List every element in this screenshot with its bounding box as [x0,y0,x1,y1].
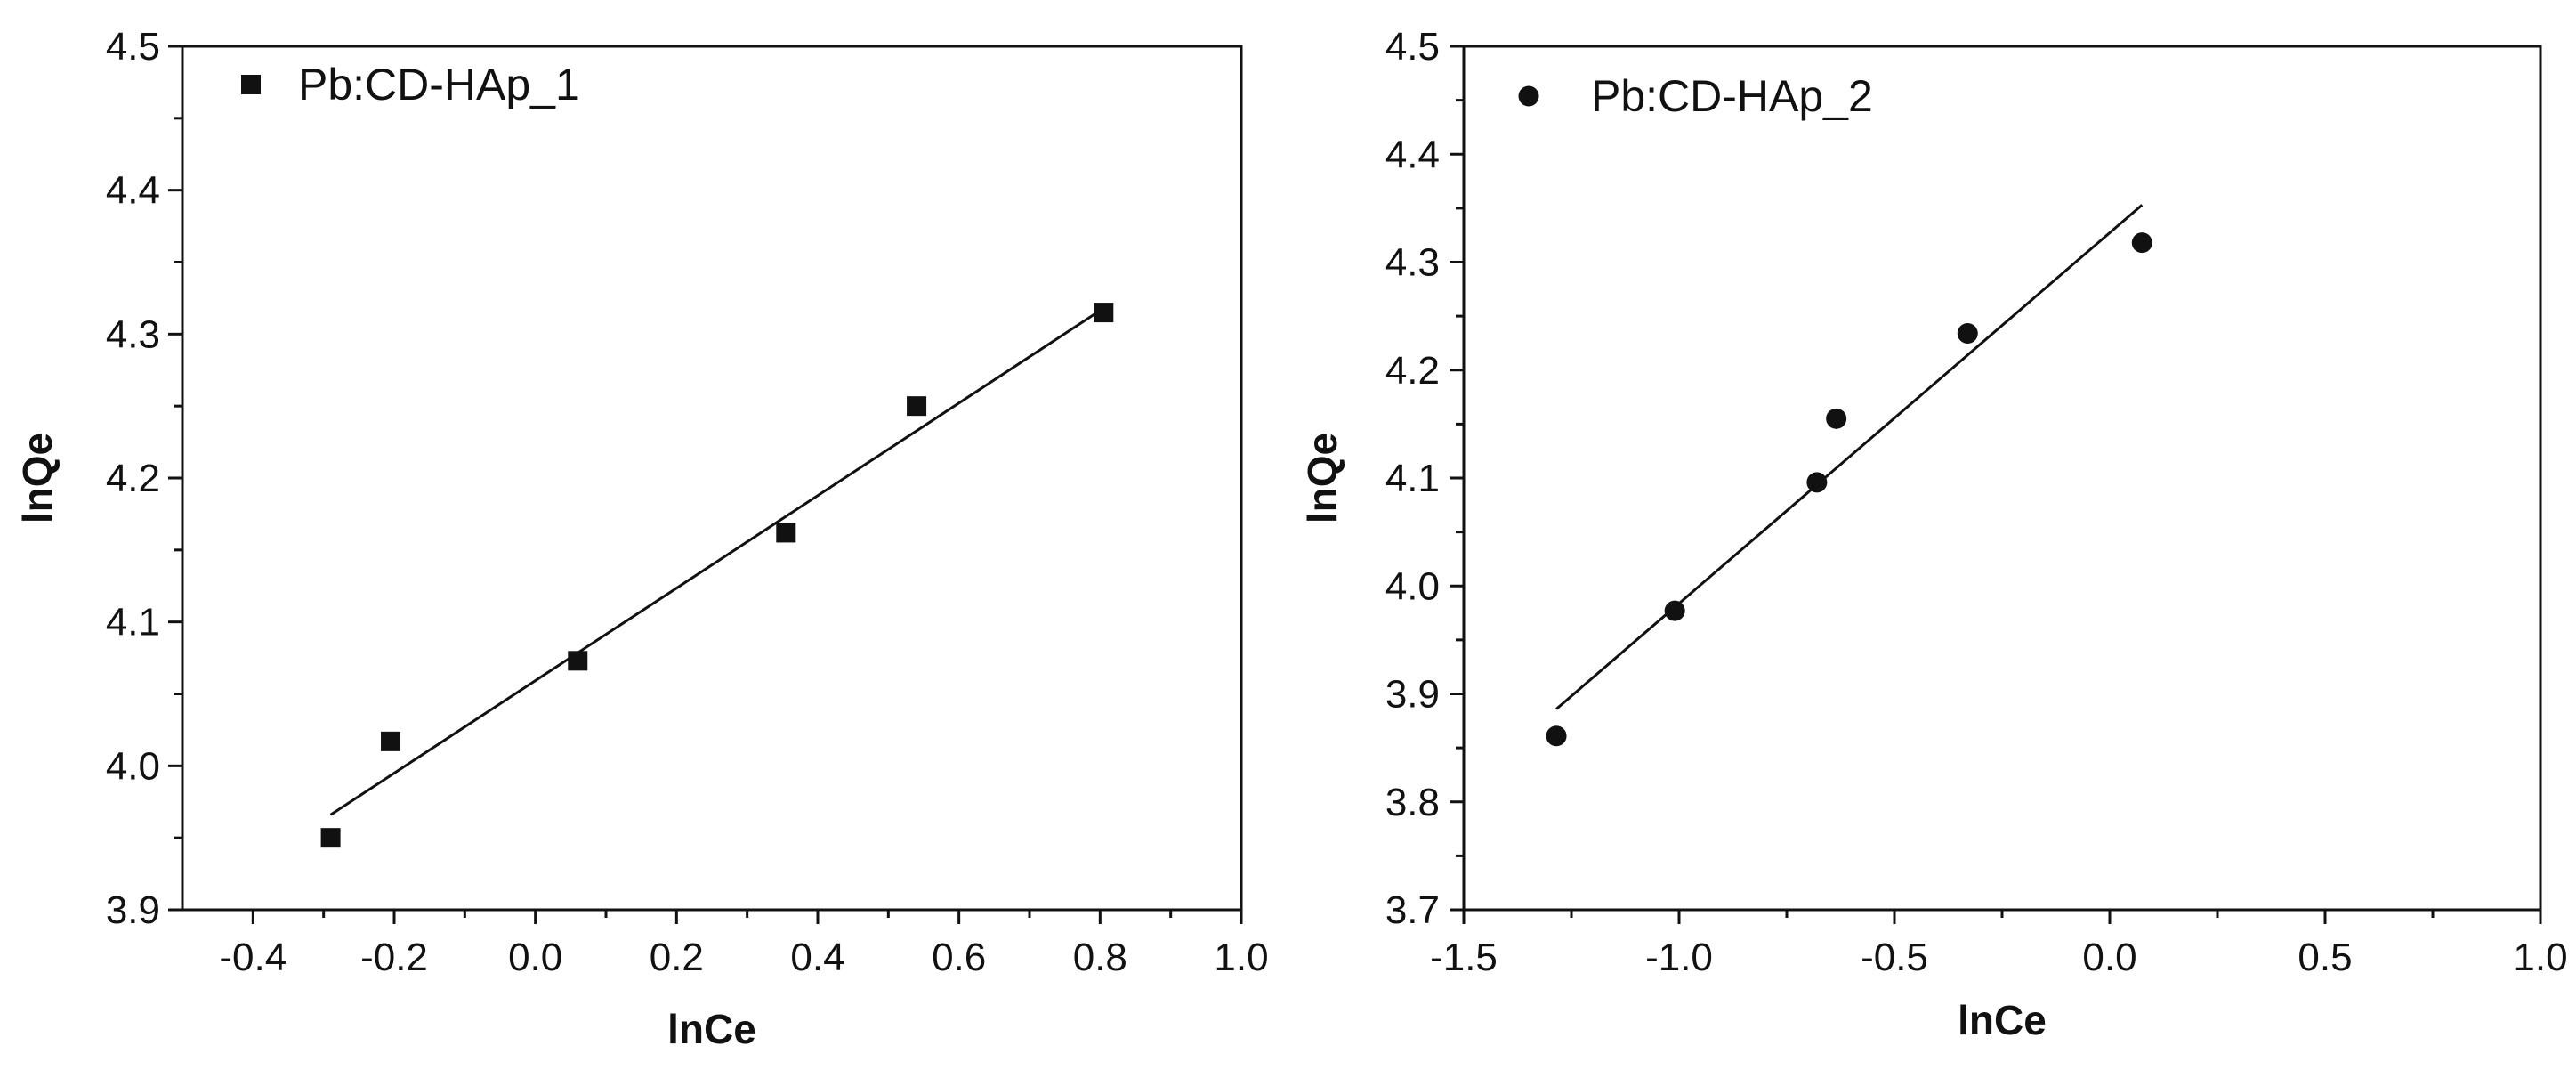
y-tick-label: 4.4 [1385,133,1440,176]
y-axis-title: lnQe [14,433,61,523]
y-tick-label: 4.0 [1385,564,1440,608]
x-tick-label: -1.0 [1645,936,1713,979]
y-tick-label: 3.8 [1385,781,1440,824]
linear-fit-line [1555,204,2144,710]
data-point [381,731,401,751]
plot-frame [1462,45,2542,912]
x-tick-label: 0.4 [790,936,844,979]
data-point [1826,408,1847,429]
y-tick-label: 4.1 [1385,457,1440,500]
data-point [776,523,796,543]
x-axis-title: lnCe [667,1006,756,1052]
y-tick-label: 4.3 [1385,241,1440,285]
y-tick-label: 4.1 [106,601,160,644]
data-point [2131,232,2152,254]
y-tick-label: 4.5 [1385,25,1440,69]
x-tick-label: 1.0 [1214,936,1268,979]
legend-label: Pb:CD-HAp_1 [298,60,580,109]
x-tick-label: -1.5 [1430,936,1498,979]
y-tick-label: 4.5 [106,25,160,69]
plot-background [1464,46,2540,910]
x-tick-label: 0.5 [2297,936,2352,979]
y-tick-label: 3.9 [1385,673,1440,717]
data-point [1957,323,1978,345]
legend-marker [1518,85,1539,107]
data-point [1094,303,1114,323]
x-axis-title: lnCe [1958,997,2047,1043]
x-tick-label: -0.4 [219,936,287,979]
x-tick-label: -0.2 [360,936,428,979]
y-tick-label: 4.0 [106,744,160,788]
y-tick-label: 3.9 [106,888,160,932]
x-tick-label: 0.0 [2082,936,2136,979]
data-point [568,651,588,671]
y-tick-label: 4.3 [106,312,160,356]
y-axis-title: lnQe [1299,433,1345,523]
data-point [1546,725,1567,747]
plot-frame [181,45,1243,912]
data-point [320,828,341,848]
x-tick-label: 0.8 [1073,936,1127,979]
y-tick-label: 4.2 [1385,349,1440,393]
x-tick-label: 0.2 [650,936,704,979]
legend-label: Pb:CD-HAp_2 [1591,71,1873,121]
data-point [1806,472,1828,493]
y-tick-label: 4.2 [106,457,160,500]
linear-fit-line [329,306,1105,816]
legend-marker [241,75,261,94]
chart-panel-left: -0.4 -0.2 0.0 0.2 0.4 0.6 0.8 1.0 3.9 4.0 4.1 4.2 4.… [14,25,1269,1052]
plot-background [182,46,1241,910]
x-tick-label: 0.6 [932,936,986,979]
data-point [1664,600,1685,621]
x-tick-label: -0.5 [1861,936,1928,979]
x-tick-label: 0.0 [508,936,562,979]
y-tick-label: 4.4 [106,169,160,213]
chart-panel-right: -1.5 -1.0 -0.5 0.0 0.5 1.0 3.7 3.8 3.9 4.0 4.1 4.2 4… [1299,25,2568,1043]
y-tick-label: 3.7 [1385,888,1440,932]
x-tick-label: 1.0 [2513,936,2567,979]
data-point [907,396,927,417]
